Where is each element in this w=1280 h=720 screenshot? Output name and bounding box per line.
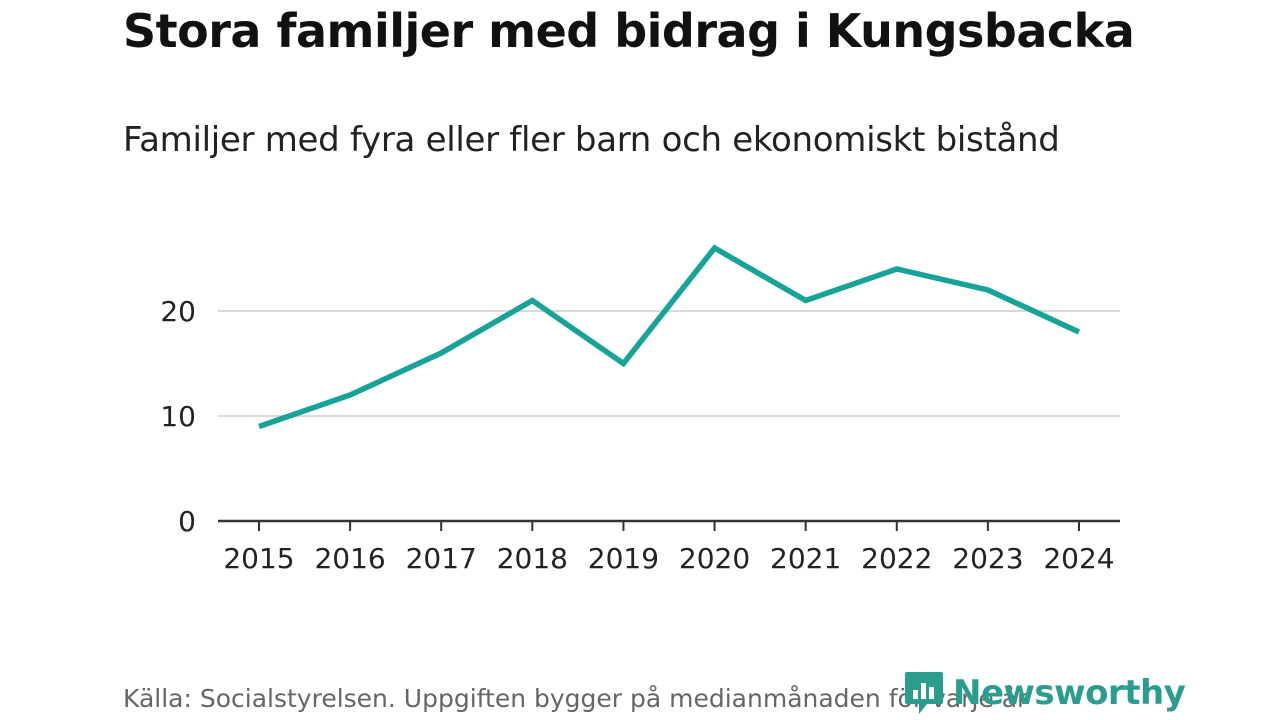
- y-tick-label: 0: [178, 505, 196, 538]
- x-tick-label: 2017: [406, 542, 477, 575]
- brand-logo: Newsworthy: [903, 670, 1186, 716]
- y-tick-label: 20: [160, 295, 196, 328]
- x-tick-label: 2022: [861, 542, 932, 575]
- chart-subtitle: Familjer med fyra eller fler barn och ek…: [123, 120, 1060, 160]
- x-tick-label: 2016: [314, 542, 385, 575]
- y-tick-label: 10: [160, 400, 196, 433]
- newsworthy-logo-icon: [905, 672, 943, 714]
- chart-title: Stora familjer med bidrag i Kungsbacka: [123, 4, 1135, 58]
- brand-name: Newsworthy: [953, 673, 1186, 713]
- x-tick-label: 2021: [770, 542, 841, 575]
- x-tick-label: 2015: [223, 542, 294, 575]
- x-tick-label: 2023: [952, 542, 1023, 575]
- series-line: [258, 244, 1081, 430]
- x-tick-label: 2024: [1043, 542, 1114, 575]
- x-tick-label: 2020: [679, 542, 750, 575]
- x-tick-label: 2019: [588, 542, 659, 575]
- x-tick-label: 2018: [497, 542, 568, 575]
- source-note: Källa: Socialstyrelsen. Uppgiften bygger…: [123, 684, 1028, 713]
